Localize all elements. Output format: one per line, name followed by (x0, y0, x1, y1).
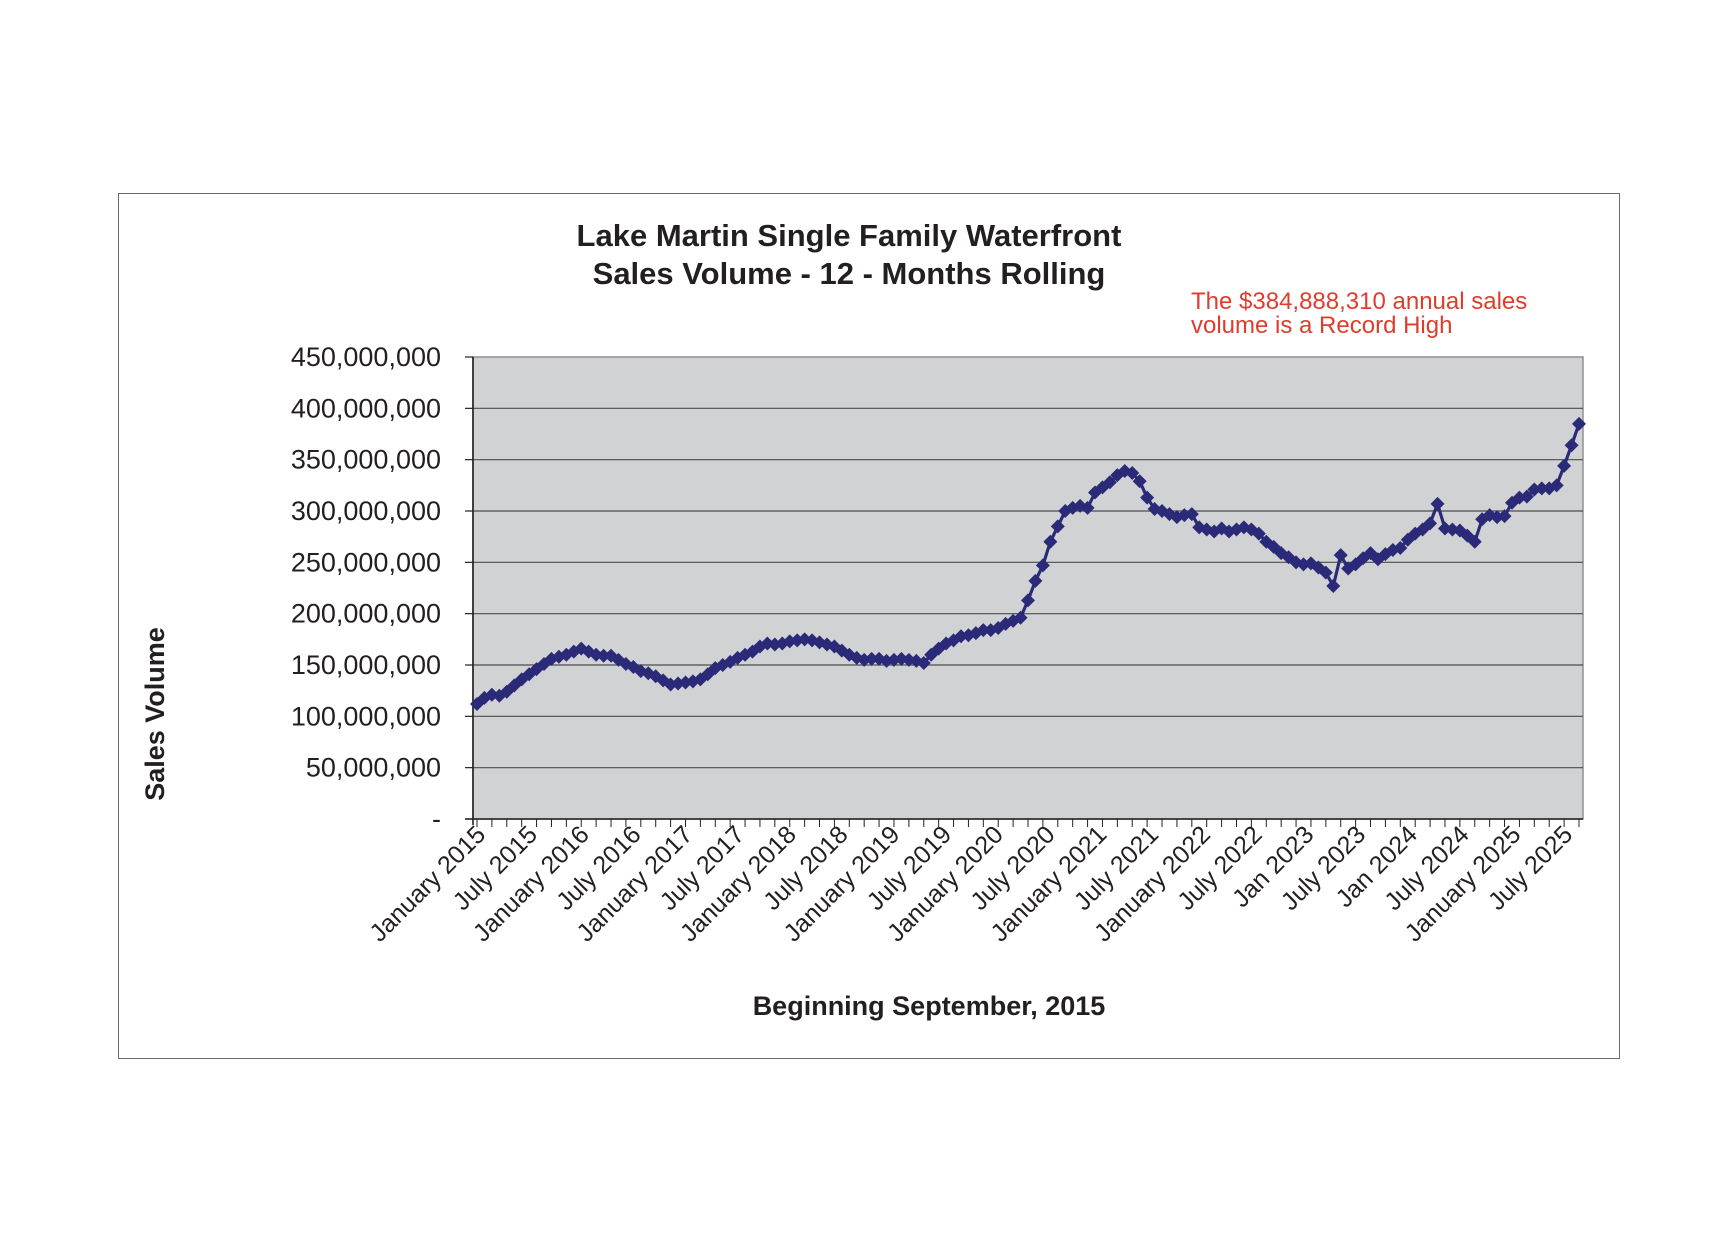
data-point (544, 651, 559, 666)
data-point (1423, 516, 1438, 531)
data-point (1229, 522, 1244, 537)
y-tick-label: 250,000,000 (291, 547, 441, 577)
data-point (1050, 519, 1065, 534)
data-point (1482, 508, 1497, 523)
data-point (618, 656, 633, 671)
data-point (1251, 526, 1266, 541)
data-point (596, 648, 611, 663)
data-point (1564, 438, 1579, 453)
data-point (656, 673, 671, 688)
data-point (641, 666, 656, 681)
data-point (1534, 481, 1549, 496)
data-point (1549, 478, 1564, 493)
data-point (797, 632, 812, 647)
data-point (685, 674, 700, 689)
data-point (574, 641, 589, 656)
data-point (551, 649, 566, 664)
y-tick-label: 50,000,000 (306, 753, 441, 783)
data-point (849, 650, 864, 665)
data-point (1028, 573, 1043, 588)
chart-title-line-2: Sales Volume - 12 - Months Rolling (593, 256, 1106, 291)
y-tick-labels: - 50,000,000 100,000,000 150,000,000 200,000… (291, 342, 441, 834)
data-point (1102, 475, 1117, 490)
y-tick-label: 200,000,000 (291, 599, 441, 629)
data-point (1140, 490, 1155, 505)
grid-lines (473, 407, 1583, 769)
chart-frame: Lake Martin Single Family Waterfront Sal… (118, 193, 1620, 1059)
data-point (1557, 458, 1572, 473)
data-point (1393, 540, 1408, 555)
data-point (1370, 552, 1385, 567)
chart-svg: Lake Martin Single Family Waterfront Sal… (140, 218, 1586, 1021)
record-high-annotation-line-1: The $384,888,310 annual sales (1191, 288, 1527, 315)
data-point (581, 644, 596, 659)
x-axis-label: Beginning September, 2015 (753, 991, 1106, 1021)
data-point (1333, 548, 1348, 563)
axes (465, 356, 1583, 827)
y-tick-label: 450,000,000 (291, 342, 441, 372)
data-point (864, 651, 879, 666)
data-point (633, 664, 648, 679)
data-point (470, 697, 484, 712)
record-high-annotation-line-2: volume is a Record High (1191, 312, 1452, 339)
data-point (1125, 466, 1140, 481)
data-point (1043, 534, 1058, 549)
y-tick-label: - (432, 804, 441, 834)
data-point (611, 652, 626, 667)
data-point (708, 661, 723, 676)
data-point (1184, 507, 1199, 522)
data-point (916, 655, 931, 670)
data-point (1021, 593, 1035, 608)
data-point (1117, 463, 1132, 478)
y-tick-label: 400,000,000 (291, 393, 441, 423)
data-point (671, 676, 686, 691)
data-point (1214, 521, 1229, 536)
data-point (1289, 555, 1304, 570)
data-point (1132, 474, 1147, 489)
data-point (976, 623, 991, 638)
data-point (1519, 489, 1534, 504)
y-tick-label: 300,000,000 (291, 496, 441, 526)
data-point (901, 652, 916, 667)
data-point (1467, 534, 1482, 549)
data-point (693, 672, 708, 687)
data-point (1013, 610, 1028, 625)
data-point (1415, 522, 1430, 537)
data-point (1437, 521, 1452, 536)
sales-volume-series (470, 416, 1586, 712)
data-point (1430, 496, 1445, 511)
data-point (1035, 558, 1050, 573)
data-point (834, 643, 849, 658)
data-point (953, 629, 968, 644)
data-point (1080, 500, 1095, 515)
y-tick-label: 150,000,000 (291, 650, 441, 680)
plot-area (472, 356, 1584, 820)
data-point (879, 653, 894, 668)
data-point (1266, 539, 1281, 554)
data-point (1385, 543, 1400, 558)
data-point (827, 639, 842, 654)
data-point (1572, 416, 1586, 431)
y-tick-label: 350,000,000 (291, 445, 441, 475)
chart-title-line-1: Lake Martin Single Family Waterfront (577, 218, 1122, 253)
data-point (537, 656, 552, 671)
data-point (1318, 565, 1333, 580)
y-axis-label: Sales Volume (140, 627, 170, 801)
y-tick-label: 100,000,000 (291, 701, 441, 731)
data-point (1326, 578, 1341, 593)
